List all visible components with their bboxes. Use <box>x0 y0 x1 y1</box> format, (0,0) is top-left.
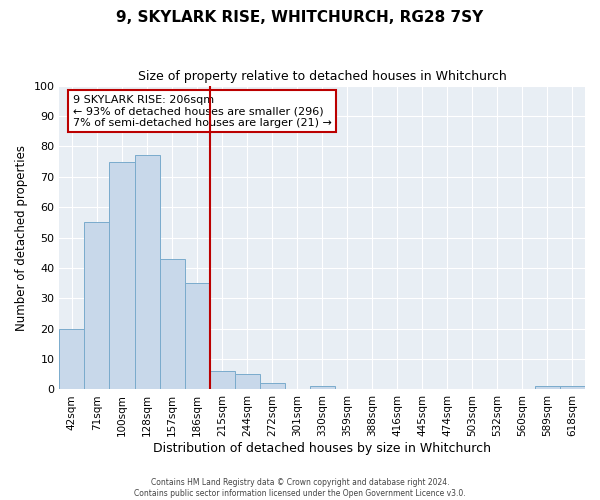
Bar <box>59 328 85 390</box>
Text: Contains HM Land Registry data © Crown copyright and database right 2024.
Contai: Contains HM Land Registry data © Crown c… <box>134 478 466 498</box>
Bar <box>235 374 260 390</box>
Bar <box>535 386 560 390</box>
Y-axis label: Number of detached properties: Number of detached properties <box>15 144 28 330</box>
Bar <box>260 384 284 390</box>
Text: 9, SKYLARK RISE, WHITCHURCH, RG28 7SY: 9, SKYLARK RISE, WHITCHURCH, RG28 7SY <box>116 10 484 25</box>
Bar <box>310 386 335 390</box>
Bar <box>560 386 585 390</box>
Bar <box>209 371 235 390</box>
Bar <box>85 222 109 390</box>
X-axis label: Distribution of detached houses by size in Whitchurch: Distribution of detached houses by size … <box>153 442 491 455</box>
Bar <box>160 259 185 390</box>
Bar <box>185 283 209 390</box>
Title: Size of property relative to detached houses in Whitchurch: Size of property relative to detached ho… <box>138 70 506 83</box>
Text: 9 SKYLARK RISE: 206sqm
← 93% of detached houses are smaller (296)
7% of semi-det: 9 SKYLARK RISE: 206sqm ← 93% of detached… <box>73 94 331 128</box>
Bar <box>109 162 134 390</box>
Bar <box>134 156 160 390</box>
